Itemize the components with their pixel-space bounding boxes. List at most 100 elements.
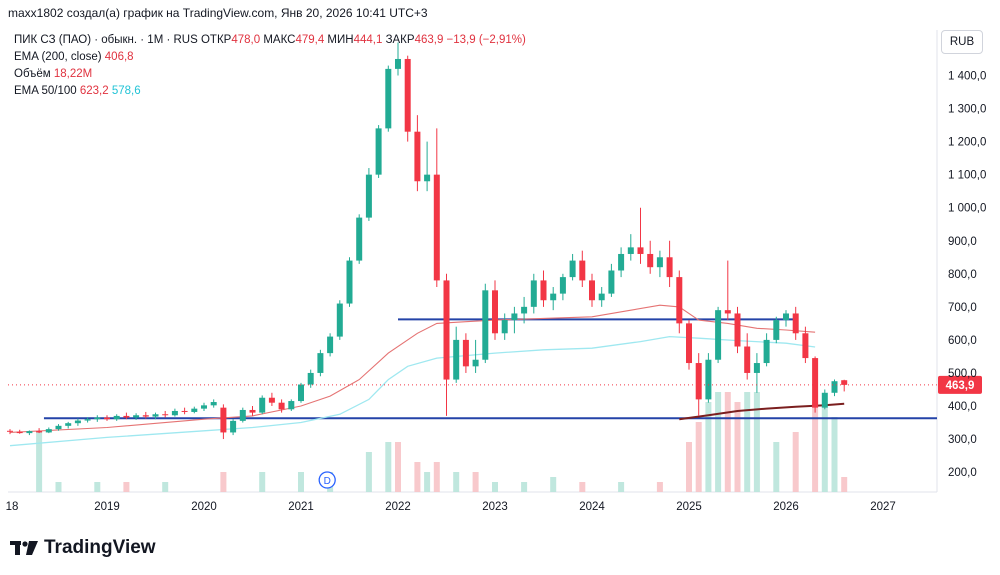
candle[interactable] xyxy=(676,277,683,324)
currency-button[interactable]: RUB xyxy=(941,30,983,54)
candle[interactable] xyxy=(385,68,392,129)
candle[interactable] xyxy=(307,372,314,385)
legend-ema200-row[interactable]: EMA (200, close) 406,8 xyxy=(14,49,526,66)
legend-volume-row[interactable]: Объём 18,22M xyxy=(14,66,526,83)
candle[interactable] xyxy=(734,313,741,347)
candle[interactable] xyxy=(744,346,751,373)
candle[interactable] xyxy=(598,293,605,301)
candle[interactable] xyxy=(113,415,120,420)
candle[interactable] xyxy=(201,405,207,409)
candle[interactable] xyxy=(181,410,188,412)
candle[interactable] xyxy=(162,414,169,416)
candle[interactable] xyxy=(637,247,644,254)
candle[interactable] xyxy=(482,290,489,360)
candle[interactable] xyxy=(239,409,246,421)
candle[interactable] xyxy=(298,384,304,402)
candle[interactable] xyxy=(26,431,33,434)
candle[interactable] xyxy=(783,313,789,321)
candle[interactable] xyxy=(501,320,508,334)
candle[interactable] xyxy=(841,380,848,385)
candle[interactable] xyxy=(802,333,809,359)
candle[interactable] xyxy=(414,131,421,182)
candle[interactable] xyxy=(453,339,460,380)
ema50-line[interactable] xyxy=(9,304,816,433)
candle[interactable] xyxy=(462,339,469,367)
candle[interactable] xyxy=(433,174,440,281)
candle[interactable] xyxy=(705,359,712,400)
candle[interactable] xyxy=(133,415,140,418)
candle[interactable] xyxy=(104,417,110,420)
candle[interactable] xyxy=(259,397,266,413)
candle[interactable] xyxy=(365,174,372,218)
candle[interactable] xyxy=(540,280,547,301)
ema100-line[interactable] xyxy=(9,335,816,447)
volume-bar xyxy=(550,477,557,492)
candle[interactable] xyxy=(395,58,401,69)
candle[interactable] xyxy=(647,253,654,268)
candle[interactable] xyxy=(773,320,780,340)
candle[interactable] xyxy=(666,257,673,278)
candle[interactable] xyxy=(220,407,227,433)
candle[interactable] xyxy=(511,313,518,321)
candle[interactable] xyxy=(336,303,343,337)
candle[interactable] xyxy=(424,174,431,182)
candle[interactable] xyxy=(278,402,285,410)
candle[interactable] xyxy=(16,431,23,434)
candle[interactable] xyxy=(317,353,324,373)
candle[interactable] xyxy=(171,410,178,416)
candle[interactable] xyxy=(288,401,295,410)
candle[interactable] xyxy=(84,419,91,421)
candle[interactable] xyxy=(152,414,159,417)
candle[interactable] xyxy=(608,270,615,294)
candle[interactable] xyxy=(618,253,625,271)
candle[interactable] xyxy=(55,425,62,430)
candle[interactable] xyxy=(695,363,702,400)
candle[interactable] xyxy=(589,280,595,301)
symbol-name[interactable]: ПИК СЗ (ПАО) · обыкн. · 1M · RUS xyxy=(14,34,198,46)
candle[interactable] xyxy=(65,423,72,426)
candle[interactable] xyxy=(686,323,692,364)
candle[interactable] xyxy=(356,217,363,261)
candle[interactable] xyxy=(812,358,819,408)
dividend-marker[interactable] xyxy=(318,471,336,489)
candle[interactable] xyxy=(821,392,828,408)
candle[interactable] xyxy=(36,431,43,433)
candle[interactable] xyxy=(550,293,557,301)
candle[interactable] xyxy=(142,415,149,417)
candle[interactable] xyxy=(569,260,576,278)
candle[interactable] xyxy=(123,415,130,418)
candle[interactable] xyxy=(472,359,479,367)
candle[interactable] xyxy=(492,290,498,334)
tradingview-logo[interactable]: TradingView xyxy=(10,537,156,559)
candle[interactable] xyxy=(327,336,334,354)
candle[interactable] xyxy=(45,429,52,433)
candle[interactable] xyxy=(7,430,13,432)
candle[interactable] xyxy=(763,339,770,364)
candle[interactable] xyxy=(724,310,731,314)
candle[interactable] xyxy=(443,280,450,380)
candle[interactable] xyxy=(579,260,586,281)
ema200-line[interactable] xyxy=(679,402,845,421)
candle[interactable] xyxy=(94,417,101,420)
legend-ema50-100-row[interactable]: EMA 50/100 623,2 578,6 xyxy=(14,83,526,100)
candle[interactable] xyxy=(627,247,634,254)
candle[interactable] xyxy=(375,128,382,175)
candle[interactable] xyxy=(230,420,237,433)
candle[interactable] xyxy=(831,381,838,393)
candle[interactable] xyxy=(249,409,256,413)
volume-bar xyxy=(656,482,663,492)
candle[interactable] xyxy=(753,363,760,373)
candle[interactable] xyxy=(404,58,411,132)
candle[interactable] xyxy=(521,306,528,314)
candle[interactable] xyxy=(74,420,81,424)
candle[interactable] xyxy=(656,257,663,268)
candle[interactable] xyxy=(210,402,217,406)
candle[interactable] xyxy=(346,260,353,304)
candle[interactable] xyxy=(191,408,198,412)
candle[interactable] xyxy=(559,277,566,294)
candle[interactable] xyxy=(715,310,722,360)
candle[interactable] xyxy=(268,397,275,403)
candle[interactable] xyxy=(792,313,799,334)
candle[interactable] xyxy=(530,280,537,307)
